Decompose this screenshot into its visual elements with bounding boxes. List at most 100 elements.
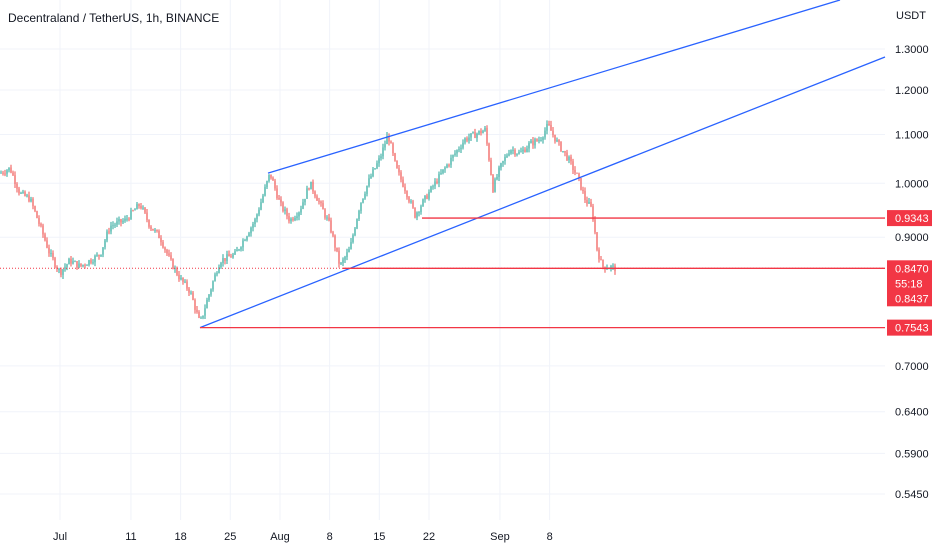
candle-body — [54, 258, 56, 267]
grid — [0, 0, 885, 520]
candle-body — [450, 157, 452, 165]
candle-body — [0, 172, 2, 174]
candle-body — [466, 138, 468, 141]
candle-body — [478, 130, 480, 134]
candle-body — [20, 192, 22, 194]
price-label-bg — [887, 275, 932, 292]
candle-body — [584, 190, 586, 200]
candle-body — [102, 247, 104, 255]
candle-body — [90, 260, 92, 263]
candle-body — [166, 249, 168, 254]
candle-body — [460, 147, 462, 150]
candle-body — [530, 140, 532, 144]
candle-body — [582, 189, 584, 191]
candle-body — [72, 261, 74, 264]
candle-body — [400, 172, 402, 180]
candle-body — [272, 177, 274, 181]
candle-body — [328, 217, 330, 221]
candle-body — [2, 172, 4, 174]
candle-body — [592, 206, 594, 220]
candle-body — [184, 281, 186, 283]
candle-body — [198, 311, 200, 318]
candle-body — [612, 265, 614, 267]
candle-body — [70, 258, 72, 264]
candle-body — [526, 148, 528, 153]
candle-body — [32, 198, 34, 207]
candle-body — [564, 150, 566, 153]
candle-body — [560, 142, 562, 152]
candle-body — [46, 240, 48, 248]
candle-body — [176, 267, 178, 275]
candle-body — [78, 263, 80, 268]
trendline-channel-top — [267, 0, 841, 174]
candle-body — [600, 259, 602, 261]
candle-body — [330, 220, 332, 233]
candle-body — [352, 235, 354, 243]
candle-body — [156, 229, 158, 231]
candle-body — [532, 140, 534, 146]
candle-body — [544, 130, 546, 138]
candle-body — [546, 123, 548, 131]
candle-body — [370, 176, 372, 179]
candle-body — [350, 242, 352, 250]
candle-body — [126, 218, 128, 220]
candle-body — [172, 259, 174, 269]
candle-body — [64, 266, 66, 270]
candle-body — [108, 231, 110, 233]
candle-body — [366, 185, 368, 194]
candle-body — [424, 195, 426, 200]
candle-body — [26, 195, 28, 197]
candle-body — [306, 188, 308, 199]
price-tick: 0.7000 — [895, 361, 929, 373]
candle-body — [504, 157, 506, 161]
candle-body — [414, 207, 416, 218]
candle-body — [154, 229, 156, 231]
candle-body — [332, 232, 334, 236]
time-axis[interactable]: Jul 11 18 25 Aug 8 15 22 Sep 8 — [53, 531, 553, 543]
candle-body — [588, 201, 590, 204]
candle-body — [488, 143, 490, 161]
candle-body — [44, 234, 46, 241]
candle-body — [48, 247, 50, 254]
candle-body — [438, 174, 440, 184]
candle-body — [454, 153, 456, 156]
candle-body — [362, 198, 364, 203]
candle-body — [596, 232, 598, 250]
candle-body — [260, 202, 262, 210]
candle-body — [508, 153, 510, 156]
candle-body — [250, 227, 252, 234]
candle-body — [476, 133, 478, 138]
candle-body — [520, 151, 522, 153]
candle-body — [14, 175, 16, 184]
candle-body — [442, 169, 444, 173]
price-tick: 0.5450 — [895, 489, 929, 501]
time-tick: Sep — [490, 531, 510, 543]
candle-body — [336, 247, 338, 251]
candle-body — [506, 155, 508, 158]
price-label-bg — [887, 290, 932, 307]
candle-body — [534, 139, 536, 146]
candle-body — [290, 218, 292, 222]
candle-body — [286, 209, 288, 217]
currency-label: USDT — [896, 10, 926, 22]
price-axis[interactable]: 1.3000 1.2000 1.1000 1.0000 0.9000 0.7000 0.64… — [895, 44, 929, 501]
candle-body — [262, 195, 264, 203]
candle-body — [484, 127, 486, 131]
candle-body — [420, 206, 422, 213]
candle-body — [452, 155, 454, 158]
time-tick: 25 — [224, 531, 236, 543]
candle-body — [34, 206, 36, 212]
price-tick: 1.3000 — [895, 44, 929, 56]
candle-body — [524, 149, 526, 153]
candle-body — [372, 169, 374, 177]
candle-body — [422, 199, 424, 207]
candle-body — [116, 221, 118, 225]
candle-body — [150, 226, 152, 229]
candle-body — [310, 181, 312, 190]
trendline-channel-bottom — [199, 56, 886, 329]
candle-body — [344, 257, 346, 260]
candle-body — [284, 209, 286, 211]
candle-body — [86, 264, 88, 266]
